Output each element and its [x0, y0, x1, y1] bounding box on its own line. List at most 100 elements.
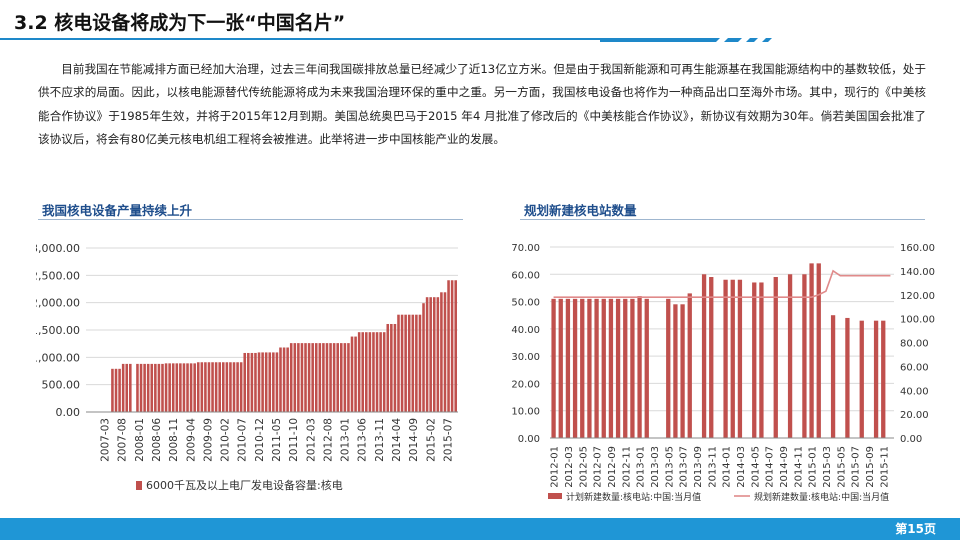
right-x-tick-label: 2015-05: [836, 446, 847, 488]
left-bar: [121, 363, 125, 412]
left-section-divider: [38, 219, 463, 220]
right-y-tick-label: 30.00: [511, 352, 540, 363]
left-bar: [168, 363, 171, 412]
left-bar: [164, 363, 168, 412]
left-bar: [118, 368, 121, 412]
left-bar: [111, 368, 114, 412]
left-bar: [422, 303, 425, 412]
right-bar: [787, 274, 793, 438]
left-x-tick-label: 2013-11: [374, 418, 386, 462]
left-bar: [243, 352, 247, 412]
right-x-tick-label: 2013-03: [650, 446, 661, 488]
left-bar: [272, 352, 275, 412]
right-bar: [594, 298, 599, 438]
left-bar: [375, 332, 379, 412]
left-bar: [261, 352, 264, 412]
right-bar: [881, 320, 886, 438]
left-bar: [257, 352, 261, 412]
left-x-tick-label: 2009-09: [202, 418, 214, 462]
left-bar: [361, 332, 365, 412]
right-y-tick-label: 50.00: [511, 298, 540, 309]
right-x-tick-label: 2012-09: [607, 446, 618, 488]
left-bar: [293, 343, 297, 412]
right-x-tick-label: 2012-07: [593, 446, 604, 488]
right-bar: [773, 277, 778, 438]
left-section-title: 我国核电设备产量持续上升: [42, 203, 193, 218]
left-bar: [186, 363, 189, 412]
left-bar: [354, 336, 357, 412]
right-y-tick-label: 70.00: [511, 243, 540, 254]
left-bar: [432, 297, 436, 412]
left-y-tick-label: 2,500.00: [36, 269, 80, 282]
page-title: 3.2 核电设备将成为下一张“中国名片”: [14, 12, 346, 34]
left-x-tick-label: 2012-03: [305, 418, 317, 462]
left-y-tick-label: 2,000.00: [36, 297, 80, 310]
left-bar: [322, 343, 325, 412]
right-y2-tick-label: 120.00: [900, 291, 935, 302]
right-bar: [558, 298, 563, 438]
right-chart: 0.00 10.00 20.00 30.00 40.00 50.00 60.00 70.00 0…: [511, 243, 935, 503]
right-bar: [873, 320, 879, 438]
left-bar: [207, 362, 211, 412]
right-bar: [565, 298, 571, 438]
left-x-tick-label: 2011-10: [288, 418, 300, 462]
right-bar: [587, 298, 592, 438]
right-line-series: [553, 269, 891, 298]
left-bar: [325, 343, 329, 412]
left-bar: [157, 363, 161, 412]
left-bar: [143, 363, 146, 412]
left-bar: [447, 280, 450, 412]
left-bar: [193, 363, 196, 412]
left-bar: [304, 343, 307, 412]
right-bar: [730, 279, 735, 438]
left-bar: [211, 362, 214, 412]
right-chart-container: 0.00 10.00 20.00 30.00 40.00 50.00 60.00 70.00 0…: [508, 232, 938, 514]
right-x-tick-label: 2015-07: [851, 446, 862, 488]
right-bar: [608, 298, 614, 438]
left-bar: [146, 363, 150, 412]
left-bar: [222, 362, 225, 412]
left-bar: [393, 323, 397, 412]
left-bar: [368, 332, 372, 412]
left-bar: [314, 343, 318, 412]
right-bar: [551, 298, 556, 438]
right-legend-bar-swatch: [548, 493, 562, 499]
left-bar: [372, 332, 375, 412]
right-bar: [809, 263, 814, 438]
left-bar: [232, 362, 236, 412]
left-x-tick-label: 2014-09: [408, 418, 420, 462]
left-x-tick-label: 2008-11: [168, 418, 180, 462]
right-x-tick-label: 2012-03: [564, 446, 575, 488]
left-x-tick-label: 2007-08: [117, 418, 129, 462]
left-x-tick-label: 2008-01: [134, 418, 146, 462]
right-section-divider: [520, 219, 925, 220]
left-bar: [129, 363, 132, 412]
left-bar: [279, 347, 282, 412]
left-bar: [229, 362, 232, 412]
left-bar: [404, 314, 407, 412]
left-bar: [347, 343, 350, 412]
right-bar: [687, 293, 692, 438]
right-bar: [666, 298, 671, 438]
right-x-tick-label: 2013-05: [664, 446, 675, 488]
left-bar: [429, 297, 432, 412]
title-bar: 3.2 核电设备将成为下一张“中国名片”: [0, 0, 960, 42]
right-y-tick-label: 20.00: [511, 379, 540, 390]
left-bar: [182, 363, 186, 412]
left-bar: [350, 336, 354, 412]
left-chart-container: 0.00 500.00 1,000.00 1,500.00 2,000.00 2,500.…: [31, 232, 466, 506]
left-bar: [318, 343, 322, 412]
left-x-tick-label: 2009-04: [185, 418, 197, 462]
right-legend-line-label: 规划新建数量:核电站:中国:当月值: [754, 491, 889, 503]
right-x-tick-label: 2014-11: [793, 446, 804, 488]
left-bar: [214, 362, 218, 412]
right-bar: [723, 279, 728, 438]
title-deco-stripes: [600, 38, 772, 42]
right-bar: [816, 263, 821, 438]
left-bar: [390, 323, 393, 412]
left-x-tick-label: 2010-02: [220, 418, 232, 462]
left-legend-swatch: [136, 481, 142, 490]
right-y2-tick-label: 80.00: [900, 339, 929, 350]
right-x-tick-label: 2015-01: [808, 446, 819, 488]
left-bar: [139, 363, 143, 412]
